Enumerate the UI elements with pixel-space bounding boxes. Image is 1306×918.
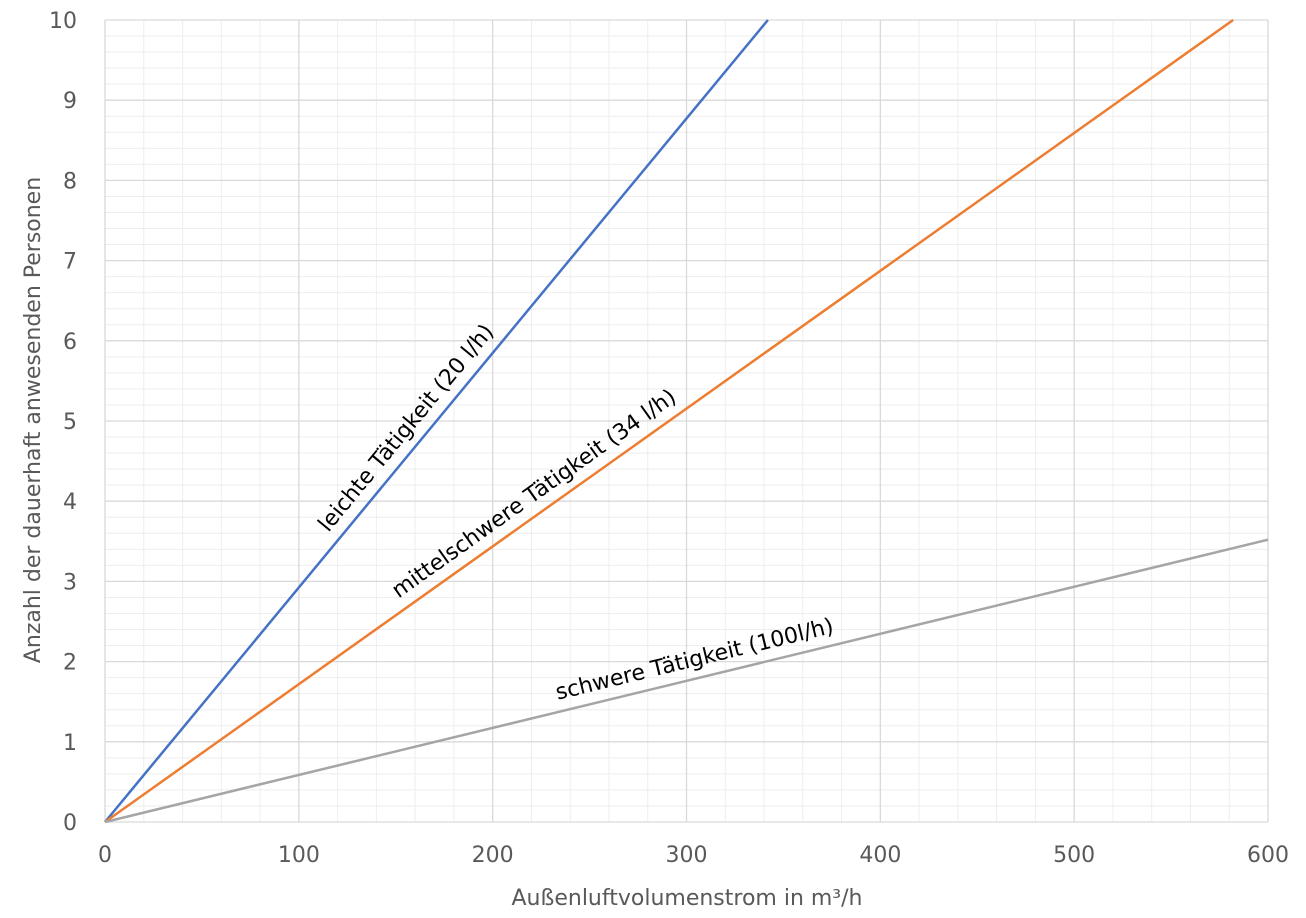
y-tick-label: 5 [63,410,77,435]
series-labels: leichte Tätigkeit (20 l/h)mittelschwere … [314,320,836,706]
series-label-1: leichte Tätigkeit (20 l/h) [314,320,499,537]
x-tick-label: 200 [472,843,514,868]
series-label-3: schwere Tätigkeit (100l/h) [553,614,836,706]
major-gridlines [104,19,1269,823]
series-lines [104,18,1269,824]
y-tick-label: 10 [49,9,77,34]
y-tick-label: 7 [63,250,77,275]
y-tick-label: 4 [63,490,77,515]
y-axis-label: Anzahl der dauerhaft anwesenden Personen [21,177,46,663]
y-tick-label: 0 [63,811,77,836]
series-line-2 [104,18,1234,824]
x-tick-label: 100 [278,843,320,868]
x-tick-label: 600 [1247,843,1289,868]
x-axis-ticks: 0 100 200 300 400 500 600 [98,843,1289,868]
y-tick-label: 3 [63,570,77,595]
y-tick-label: 6 [63,330,77,355]
x-tick-label: 0 [98,843,112,868]
x-tick-label: 500 [1053,843,1095,868]
x-tick-label: 300 [666,843,708,868]
y-tick-label: 9 [63,89,77,114]
x-tick-label: 400 [859,843,901,868]
y-tick-label: 1 [63,731,77,756]
y-axis-ticks: 0 1 2 3 4 5 6 7 8 9 10 [49,9,77,836]
x-axis-label: Außenluftvolumenstrom in m³/h [511,886,862,911]
y-tick-label: 8 [63,169,77,194]
series-line-3 [104,538,1269,824]
series-line-1 [104,19,769,823]
y-tick-label: 2 [63,651,77,676]
